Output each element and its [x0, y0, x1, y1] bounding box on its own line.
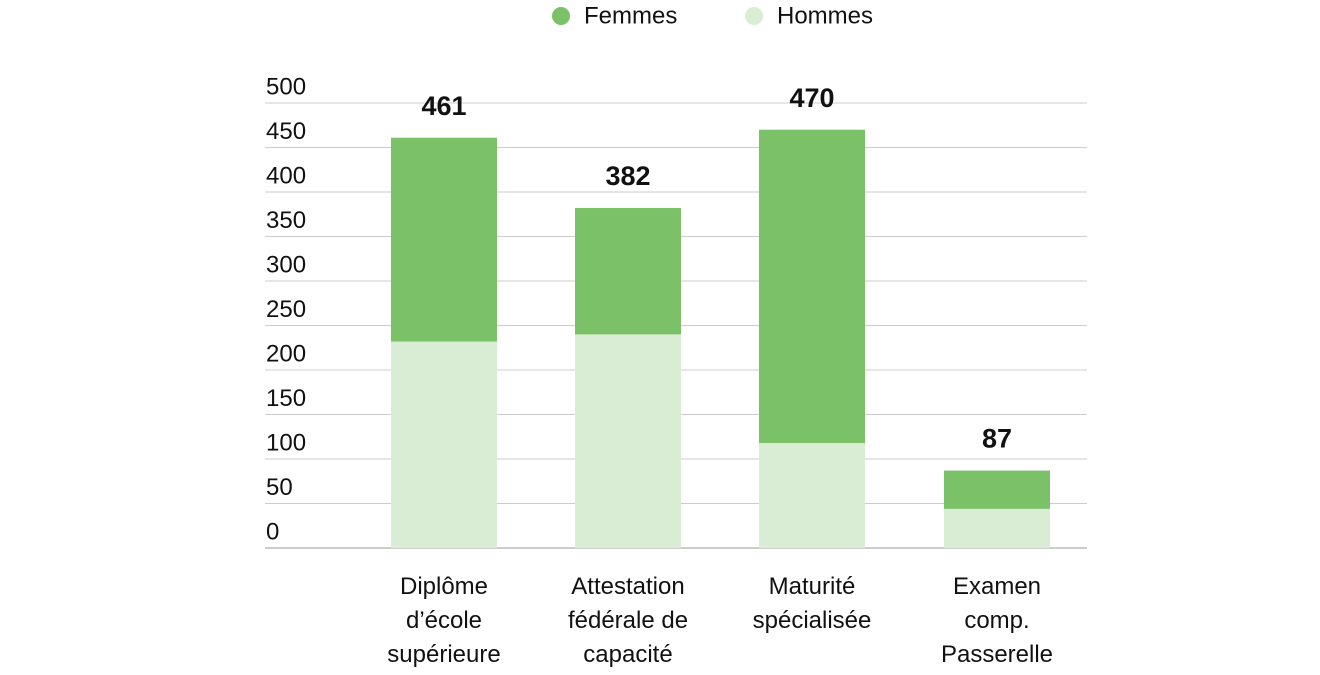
y-tick-label: 50	[266, 474, 293, 501]
total-label: 470	[789, 83, 834, 113]
y-tick-label: 100	[266, 429, 306, 456]
y-tick-label: 0	[266, 518, 279, 545]
x-tick-label: Examen comp. Passerelle	[940, 573, 1054, 668]
bar-segment	[391, 341, 497, 548]
bar-segment	[575, 334, 681, 548]
x-tick-label: Attestation fédérale de capacité	[567, 573, 689, 668]
y-tick-label: 300	[266, 251, 306, 278]
y-tick-label: 150	[266, 385, 306, 412]
bar-segment	[759, 442, 865, 548]
legend-label: Hommes	[777, 2, 873, 29]
bar-segment	[759, 129, 865, 443]
total-label: 87	[982, 424, 1012, 454]
bar-segment	[944, 470, 1050, 509]
y-tick-label: 500	[266, 73, 306, 100]
y-tick-label: 400	[266, 162, 306, 189]
y-tick-label: 250	[266, 296, 306, 323]
total-label: 461	[421, 91, 466, 121]
x-tick-label: Diplôme d’école supérieure	[387, 573, 501, 668]
total-label: 382	[605, 161, 650, 191]
bar-segment	[391, 137, 497, 342]
y-tick-label: 450	[266, 118, 306, 145]
y-tick-label: 200	[266, 340, 306, 367]
legend-label: Femmes	[584, 2, 677, 29]
bar-segment	[944, 508, 1050, 548]
legend-swatch	[745, 7, 763, 25]
bar-segment	[575, 208, 681, 335]
legend-swatch	[552, 7, 570, 25]
x-tick-label: Maturité spécialisée	[752, 573, 872, 634]
y-tick-label: 350	[266, 207, 306, 234]
